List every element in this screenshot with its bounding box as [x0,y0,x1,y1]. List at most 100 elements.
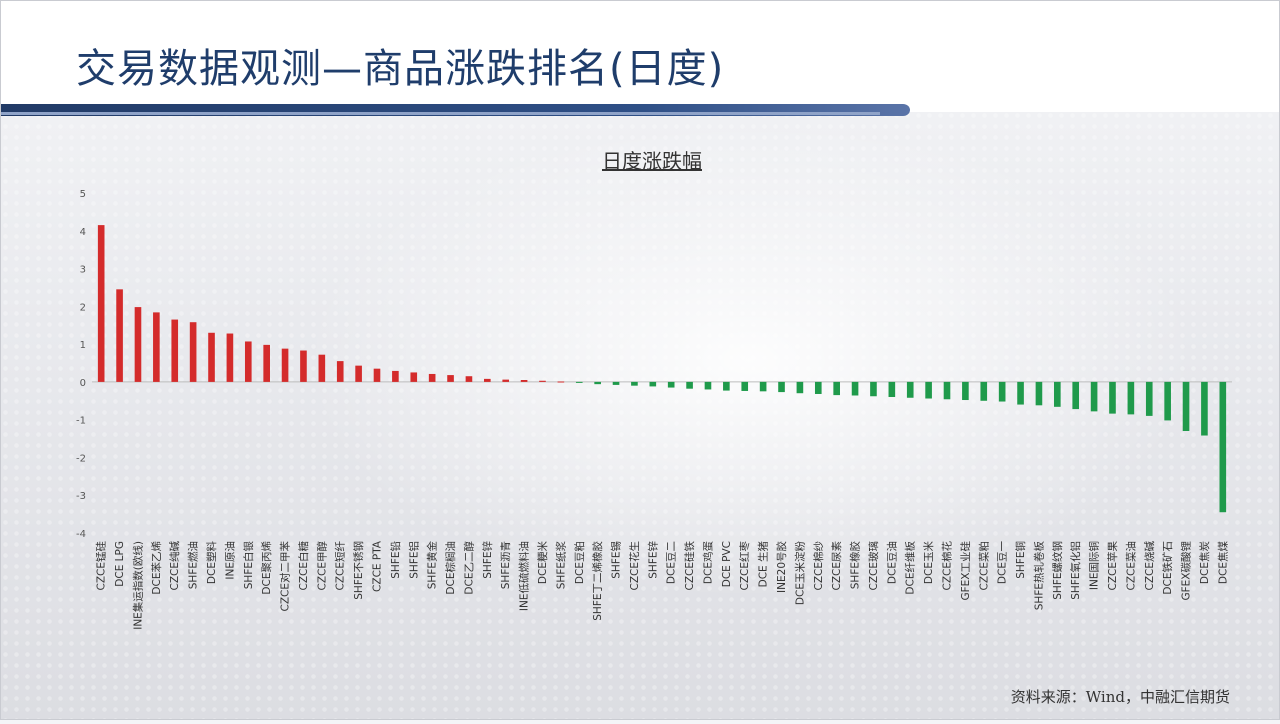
x-category-label: INE低硫燃料油 [518,541,531,611]
x-category-label: SHFE锌 [646,541,659,579]
y-tick-label: -3 [76,491,86,502]
bar [428,373,436,382]
bar [575,381,583,383]
bar [116,289,123,382]
bar [502,379,510,382]
bar [631,381,638,386]
bar [263,344,270,382]
bar [244,341,252,382]
bar [189,322,197,382]
y-tick-label: 2 [80,302,86,313]
bar [226,333,234,382]
x-category-label: CZCE白糖 [297,541,310,591]
slide-title: 交易数据观测—商品涨跌排名(日度) [76,46,725,92]
bar [373,368,381,382]
background-glow [300,120,1200,600]
x-category-label: CZCE甲醇 [315,541,328,591]
x-category-label: GFEX工业硅 [959,541,972,601]
y-tick-label: 5 [80,189,86,200]
x-category-label: CZCE苹果 [1106,541,1119,591]
bar [814,381,822,394]
x-category-label: SHFE纸浆 [554,541,567,590]
x-category-label: CZCE烧碱 [1143,541,1156,591]
bar [796,381,804,394]
bar [925,381,932,399]
bar [410,372,418,382]
x-category-label: INE原油 [223,541,236,580]
x-category-label: DCE纤维板 [904,541,917,595]
x-category-label: SHFE氧化铝 [1069,541,1082,600]
bar [171,319,179,382]
y-tick-label: 0 [80,378,86,389]
bar [281,348,289,382]
x-category-label: CZCE硅铁 [683,541,696,591]
x-category-label: DCE豆一 [997,541,1009,585]
x-category-label: SHFE螺纹钢 [1051,541,1064,600]
y-tick-label: -1 [76,416,86,427]
x-category-label: SHFE丁二烯橡胶 [591,541,604,621]
x-category-label: SHFE橡胶 [849,541,862,590]
x-category-label: CZCE花生 [628,541,641,591]
bar [300,350,307,382]
source-note: 资料来源：Wind，中融汇信期货 [1010,688,1230,706]
x-category-label: DCE棕榈油 [444,541,457,595]
y-tick-label: 4 [80,227,86,238]
bar [520,380,528,382]
x-category-label: SHFE燃油 [187,541,200,589]
y-tick-label: 3 [80,265,86,276]
bar [1182,381,1190,431]
x-category-label: DCE粳米 [536,541,549,585]
x-category-label: SHFE锌 [481,541,494,579]
y-tick-label: -2 [76,453,86,464]
x-category-label: DCE PVC [721,541,733,587]
x-category-label: INE国际铜 [1089,541,1101,590]
x-category-label: CZCE锰硅 [95,541,108,591]
bar [208,332,215,382]
bar [723,381,730,391]
x-category-label: SHFE铜 [1015,541,1027,579]
x-category-label: SHFE白银 [242,541,255,590]
x-category-label: SHFE黄金 [426,541,439,590]
bar [539,380,546,382]
x-category-label: CZCE对二甲苯 [279,541,292,612]
y-tick-label: -4 [76,529,86,540]
bar [1201,381,1208,436]
bar [943,381,951,400]
x-category-label: DCE塑料 [205,541,218,585]
x-category-label: CZCE PTA [372,540,384,592]
x-category-label: SHFE热轧卷板 [1032,541,1045,611]
x-category-label: CZCE棉纱 [812,541,825,591]
bar [134,307,142,382]
bar [1035,381,1043,406]
bar [851,381,859,396]
x-category-label: DCE豆粕 [573,541,586,584]
bar [465,376,473,382]
bar [759,381,767,392]
bar [998,381,1006,402]
x-category-label: CZCE玻璃 [867,541,880,591]
bar [667,381,675,388]
y-tick-label: 1 [80,340,86,351]
x-category-label: SHFE铅 [389,541,402,579]
bar [741,381,749,391]
x-category-label: DCE豆油 [885,541,898,584]
bar [833,381,840,396]
bar [1054,381,1061,407]
x-category-label: DCE焦煤 [1216,541,1229,585]
x-category-label: CZCE棉花 [941,541,954,591]
bar [336,361,344,382]
bar [447,375,454,382]
bar [1164,381,1171,421]
x-category-label: DCE玉米 [922,541,935,585]
bar [484,378,491,382]
bar [594,381,601,385]
x-category-label: GFEX碳酸锂 [1180,541,1193,601]
slide-header: 交易数据观测—商品涨跌排名(日度) [0,0,1280,112]
x-category-label: CZCE纯碱 [168,541,181,591]
bar [906,381,914,398]
bar [355,365,362,382]
bar [1072,381,1080,410]
bar [888,381,896,397]
bar [318,354,326,382]
x-category-label: INE20号胶 [775,541,788,593]
